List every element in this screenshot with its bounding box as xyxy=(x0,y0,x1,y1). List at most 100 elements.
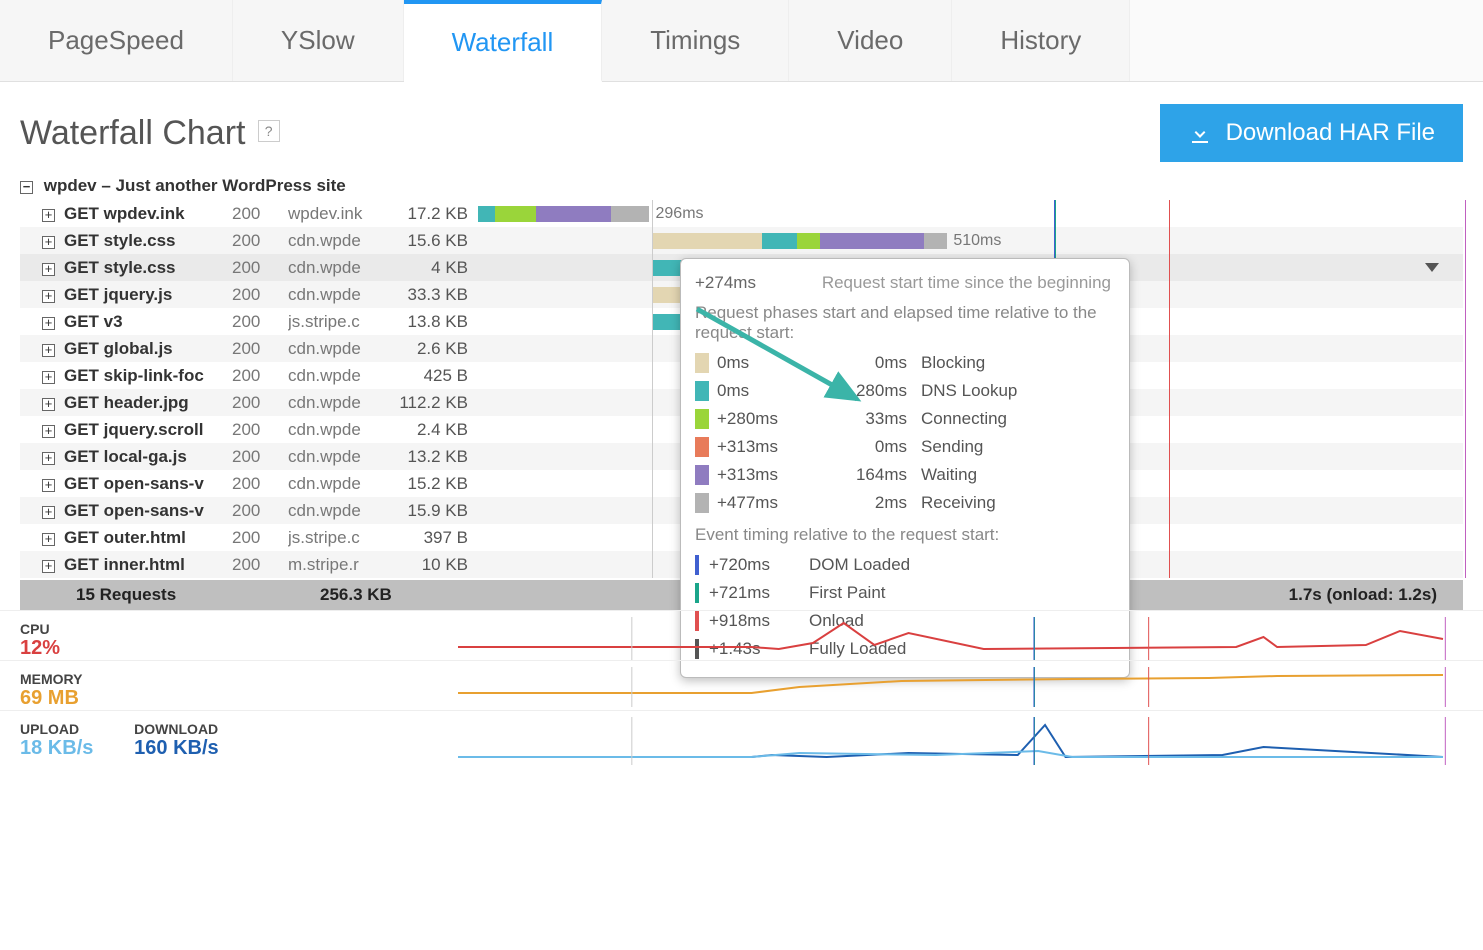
request-name: GET global.js xyxy=(64,335,232,362)
tooltip-event-row: +721msFirst Paint xyxy=(695,579,1111,607)
help-icon[interactable]: ? xyxy=(258,120,280,142)
request-status: 200 xyxy=(232,254,288,281)
phase-duration: 0ms xyxy=(817,437,907,457)
phase-label: Waiting xyxy=(921,465,977,485)
site-title-row[interactable]: − wpdev – Just another WordPress site xyxy=(20,174,1463,200)
bar-segment-receiving xyxy=(924,233,947,249)
tooltip-start-label: Request start time since the beginning xyxy=(822,273,1111,293)
request-name: GET style.css xyxy=(64,227,232,254)
event-swatch xyxy=(695,583,699,603)
request-size: 397 B xyxy=(392,524,478,551)
tooltip-phase-row: +313ms164msWaiting xyxy=(695,461,1111,489)
request-domain: cdn.wpde xyxy=(288,281,392,308)
phase-duration: 2ms xyxy=(817,493,907,513)
tab-timings[interactable]: Timings xyxy=(602,0,789,81)
request-name: GET jquery.js xyxy=(64,281,232,308)
chevron-down-icon[interactable] xyxy=(1425,263,1439,272)
request-name: GET outer.html xyxy=(64,524,232,551)
request-domain: cdn.wpde xyxy=(288,254,392,281)
expand-icon[interactable]: + xyxy=(42,398,55,411)
request-size: 10 KB xyxy=(392,551,478,578)
expand-icon[interactable]: + xyxy=(42,425,55,438)
collapse-icon[interactable]: − xyxy=(20,181,33,194)
request-time: 296ms xyxy=(656,205,704,223)
request-status: 200 xyxy=(232,551,288,578)
download-icon xyxy=(1188,121,1212,145)
request-status: 200 xyxy=(232,281,288,308)
event-offset: +721ms xyxy=(709,583,809,603)
phase-swatch xyxy=(695,437,709,457)
request-status: 200 xyxy=(232,470,288,497)
request-name: GET open-sans-v xyxy=(64,497,232,524)
tooltip-event-row: +720msDOM Loaded xyxy=(695,551,1111,579)
request-domain: js.stripe.c xyxy=(288,524,392,551)
request-bars: 296ms xyxy=(478,204,1463,224)
request-domain: cdn.wpde xyxy=(288,443,392,470)
request-name: GET skip-link-foc xyxy=(64,362,232,389)
tab-waterfall[interactable]: Waterfall xyxy=(404,0,603,82)
request-size: 4 KB xyxy=(392,254,478,281)
request-domain: cdn.wpde xyxy=(288,227,392,254)
request-domain: wpdev.ink xyxy=(288,200,392,227)
request-domain: cdn.wpde xyxy=(288,362,392,389)
phase-label: Blocking xyxy=(921,353,985,373)
cpu-chart: CPU 12% xyxy=(0,610,1483,660)
request-size: 2.6 KB xyxy=(392,335,478,362)
expand-icon[interactable]: + xyxy=(42,317,55,330)
expand-icon[interactable]: + xyxy=(42,209,55,222)
phase-offset: +477ms xyxy=(717,493,817,513)
table-row[interactable]: + GET wpdev.ink200wpdev.ink17.2 KB 296ms xyxy=(20,200,1463,227)
expand-icon[interactable]: + xyxy=(42,290,55,303)
request-name: GET header.jpg xyxy=(64,389,232,416)
expand-icon[interactable]: + xyxy=(42,533,55,546)
request-name: GET v3 xyxy=(64,308,232,335)
request-status: 200 xyxy=(232,524,288,551)
expand-icon[interactable]: + xyxy=(42,236,55,249)
request-size: 2.4 KB xyxy=(392,416,478,443)
request-size: 112.2 KB xyxy=(392,389,478,416)
bar-segment-dns xyxy=(762,233,797,249)
request-status: 200 xyxy=(232,200,288,227)
bar-segment-receiving xyxy=(611,206,649,222)
request-status: 200 xyxy=(232,227,288,254)
page-title: Waterfall Chart xyxy=(20,114,245,152)
table-row[interactable]: + GET style.css200cdn.wpde15.6 KB 510ms xyxy=(20,227,1463,254)
request-domain: cdn.wpde xyxy=(288,335,392,362)
expand-icon[interactable]: + xyxy=(42,371,55,384)
request-size: 15.2 KB xyxy=(392,470,478,497)
tab-video[interactable]: Video xyxy=(789,0,952,81)
phase-offset: +313ms xyxy=(717,437,817,457)
tab-pagespeed[interactable]: PageSpeed xyxy=(0,0,233,81)
event-label: DOM Loaded xyxy=(809,555,910,575)
request-name: GET inner.html xyxy=(64,551,232,578)
request-size: 15.6 KB xyxy=(392,227,478,254)
expand-icon[interactable]: + xyxy=(42,263,55,276)
phase-label: DNS Lookup xyxy=(921,381,1017,401)
tab-history[interactable]: History xyxy=(952,0,1130,81)
expand-icon[interactable]: + xyxy=(42,344,55,357)
expand-icon[interactable]: + xyxy=(42,479,55,492)
expand-icon[interactable]: + xyxy=(42,506,55,519)
event-offset: +720ms xyxy=(709,555,809,575)
request-size: 17.2 KB xyxy=(392,200,478,227)
request-size: 13.2 KB xyxy=(392,443,478,470)
request-domain: js.stripe.c xyxy=(288,308,392,335)
request-domain: cdn.wpde xyxy=(288,470,392,497)
request-domain: cdn.wpde xyxy=(288,497,392,524)
request-domain: cdn.wpde xyxy=(288,389,392,416)
bar-segment-waiting xyxy=(536,206,611,222)
bar-segment-connecting xyxy=(797,233,820,249)
request-name: GET style.css xyxy=(64,254,232,281)
tab-yslow[interactable]: YSlow xyxy=(233,0,404,81)
expand-icon[interactable]: + xyxy=(42,452,55,465)
request-name: GET local-ga.js xyxy=(64,443,232,470)
bar-segment-dns xyxy=(478,206,495,222)
request-size: 13.8 KB xyxy=(392,308,478,335)
site-title: wpdev – Just another WordPress site xyxy=(44,176,346,195)
expand-icon[interactable]: + xyxy=(42,560,55,573)
request-name: GET wpdev.ink xyxy=(64,200,232,227)
download-har-label: Download HAR File xyxy=(1226,119,1435,147)
bar-segment-waiting xyxy=(820,233,924,249)
request-time: 510ms xyxy=(953,232,1001,250)
download-har-button[interactable]: Download HAR File xyxy=(1160,104,1463,162)
